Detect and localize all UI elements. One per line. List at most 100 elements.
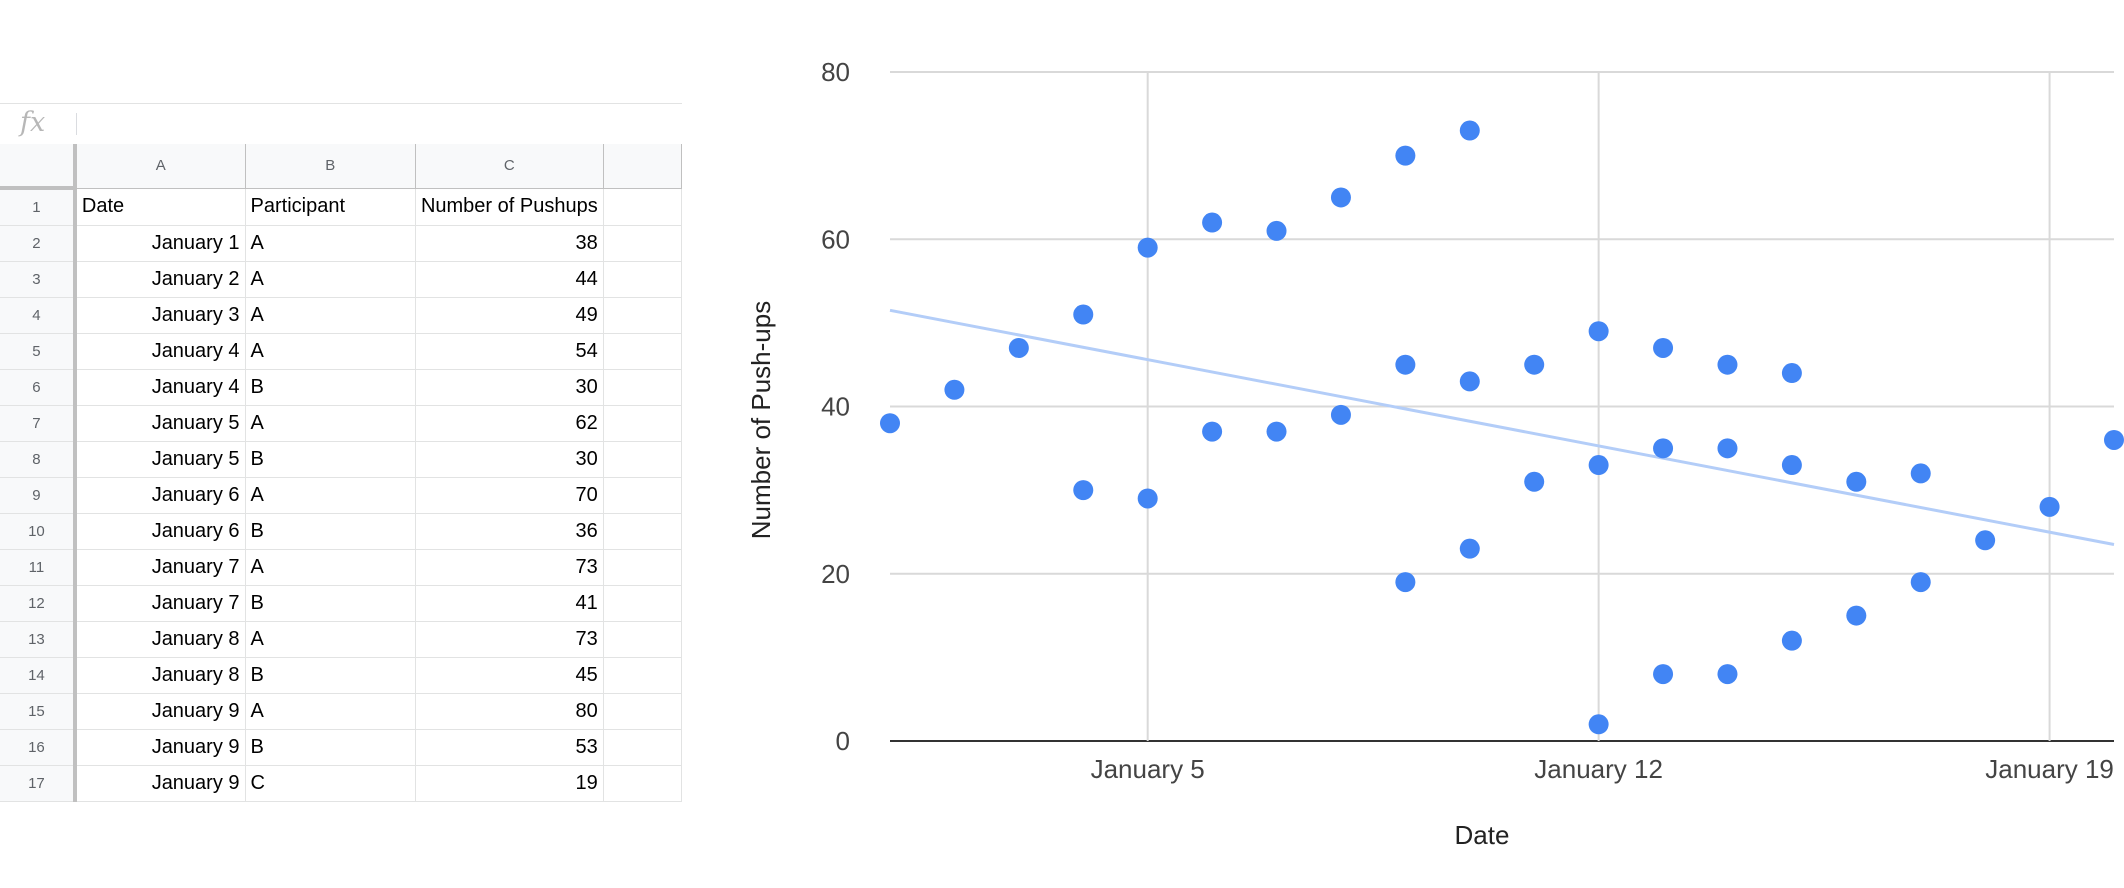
cell-pushups[interactable]: 19 <box>415 765 604 802</box>
cell-pushups[interactable]: 70 <box>415 477 604 514</box>
column-header-a[interactable]: A <box>74 144 246 189</box>
cell-date[interactable]: January 2 <box>74 261 246 298</box>
cell-participant[interactable]: B <box>245 369 416 406</box>
row-header[interactable]: 16 <box>0 729 77 766</box>
column-header-d[interactable] <box>603 144 683 189</box>
row-header[interactable]: 7 <box>0 405 77 442</box>
cell-participant[interactable]: A <box>245 477 416 514</box>
cell-pushups[interactable]: 30 <box>415 369 604 406</box>
row-header[interactable]: 13 <box>0 621 77 658</box>
row-header[interactable]: 5 <box>0 333 77 370</box>
data-point <box>1717 354 1738 375</box>
cell-participant[interactable]: A <box>245 693 416 730</box>
cell-empty[interactable] <box>603 621 683 658</box>
table-row: 5 January 4 A 54 <box>0 333 683 370</box>
cell-participant[interactable]: A <box>245 225 416 262</box>
cell-pushups[interactable]: Number of Pushups <box>415 188 604 226</box>
cell-pushups[interactable]: 53 <box>415 729 604 766</box>
row-header[interactable]: 4 <box>0 297 77 334</box>
cell-date[interactable]: January 9 <box>74 729 246 766</box>
cell-pushups[interactable]: 36 <box>415 513 604 550</box>
cell-empty[interactable] <box>603 513 683 550</box>
cell-participant[interactable]: A <box>245 549 416 586</box>
cell-date[interactable]: January 9 <box>74 693 246 730</box>
cell-date[interactable]: January 4 <box>74 333 246 370</box>
cell-date[interactable]: January 6 <box>74 513 246 550</box>
cell-pushups[interactable]: 49 <box>415 297 604 334</box>
cell-empty[interactable] <box>603 405 683 442</box>
scatter-chart[interactable]: 0 20 40 60 80 January 5 January 12 January 19 Da… <box>730 0 2124 888</box>
data-point <box>1008 337 1029 358</box>
cell-participant[interactable]: B <box>245 441 416 478</box>
row-header[interactable]: 6 <box>0 369 77 406</box>
cell-participant[interactable]: A <box>245 621 416 658</box>
cell-pushups[interactable]: 44 <box>415 261 604 298</box>
row-header[interactable]: 3 <box>0 261 77 298</box>
cell-empty[interactable] <box>603 585 683 622</box>
cell-participant[interactable]: A <box>245 261 416 298</box>
cell-participant[interactable]: A <box>245 405 416 442</box>
row-header[interactable]: 10 <box>0 513 77 550</box>
cell-date[interactable]: January 7 <box>74 549 246 586</box>
column-header-b[interactable]: B <box>245 144 416 189</box>
cell-empty[interactable] <box>603 477 683 514</box>
cell-pushups[interactable]: 45 <box>415 657 604 694</box>
cell-empty[interactable] <box>603 765 683 802</box>
cell-date[interactable]: January 4 <box>74 369 246 406</box>
row-header[interactable]: 15 <box>0 693 77 730</box>
select-all-corner[interactable] <box>0 144 77 190</box>
cell-pushups[interactable]: 73 <box>415 549 604 586</box>
cell-date[interactable]: January 8 <box>74 621 246 658</box>
sheet-grid: A B C 1 Date Participant Number of Pushups 2… <box>0 144 683 802</box>
cell-participant[interactable]: B <box>245 513 416 550</box>
cell-participant[interactable]: Participant <box>245 188 416 226</box>
cell-date[interactable]: January 6 <box>74 477 246 514</box>
cell-empty[interactable] <box>603 657 683 694</box>
row-header[interactable]: 1 <box>0 188 77 226</box>
cell-date[interactable]: Date <box>74 188 246 226</box>
column-header-c[interactable]: C <box>415 144 604 189</box>
cell-participant[interactable]: A <box>245 333 416 370</box>
grid-body: 1 Date Participant Number of Pushups 2 Januar… <box>0 188 683 802</box>
cell-participant[interactable]: B <box>245 729 416 766</box>
cell-empty[interactable] <box>603 693 683 730</box>
data-point <box>1588 321 1609 342</box>
cell-date[interactable]: January 8 <box>74 657 246 694</box>
cell-pushups[interactable]: 80 <box>415 693 604 730</box>
cell-empty[interactable] <box>603 369 683 406</box>
cell-empty[interactable] <box>603 441 683 478</box>
row-header[interactable]: 12 <box>0 585 77 622</box>
row-header[interactable]: 8 <box>0 441 77 478</box>
cell-pushups[interactable]: 62 <box>415 405 604 442</box>
cell-date[interactable]: January 1 <box>74 225 246 262</box>
cell-participant[interactable]: B <box>245 657 416 694</box>
cell-empty[interactable] <box>603 549 683 586</box>
row-header[interactable]: 2 <box>0 225 77 262</box>
cell-pushups[interactable]: 54 <box>415 333 604 370</box>
row-header[interactable]: 17 <box>0 765 77 802</box>
cell-empty[interactable] <box>603 261 683 298</box>
cell-pushups[interactable]: 38 <box>415 225 604 262</box>
cell-empty[interactable] <box>603 729 683 766</box>
cell-date[interactable]: January 5 <box>74 441 246 478</box>
data-point <box>1266 421 1287 442</box>
cell-empty[interactable] <box>603 333 683 370</box>
cell-date[interactable]: January 9 <box>74 765 246 802</box>
cell-date[interactable]: January 5 <box>74 405 246 442</box>
cell-empty[interactable] <box>603 225 683 262</box>
formula-bar[interactable]: fx <box>0 103 682 145</box>
row-header[interactable]: 9 <box>0 477 77 514</box>
row-header[interactable]: 11 <box>0 549 77 586</box>
cell-participant[interactable]: A <box>245 297 416 334</box>
cell-participant[interactable]: B <box>245 585 416 622</box>
cell-date[interactable]: January 7 <box>74 585 246 622</box>
row-header[interactable]: 14 <box>0 657 77 694</box>
cell-pushups[interactable]: 41 <box>415 585 604 622</box>
cell-participant[interactable]: C <box>245 765 416 802</box>
cell-pushups[interactable]: 30 <box>415 441 604 478</box>
cell-date[interactable]: January 3 <box>74 297 246 334</box>
cell-pushups[interactable]: 73 <box>415 621 604 658</box>
cell-empty[interactable] <box>603 188 683 226</box>
cell-empty[interactable] <box>603 297 683 334</box>
data-point <box>1395 145 1416 166</box>
